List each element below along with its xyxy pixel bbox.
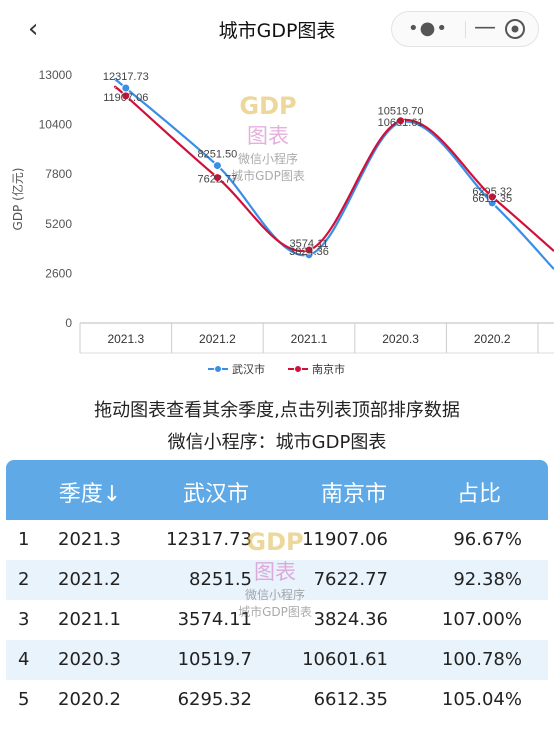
y-axis-label: GDP (亿元): [10, 168, 25, 231]
drag-hint: 拖动图表查看其余季度,点击列表顶部排序数据: [94, 400, 460, 421]
series-point-1: [212, 173, 222, 183]
close-circle-icon[interactable]: [504, 18, 526, 40]
row-ratio: 107.00%: [441, 609, 522, 630]
row-ratio: 100.78%: [441, 649, 522, 670]
legend-label: 武汉市: [232, 362, 265, 376]
series-point-1: [304, 245, 314, 255]
data-label-0: 12317.73: [103, 71, 149, 83]
row-quarter: 2021.2: [58, 569, 121, 590]
row-index: 5: [18, 689, 30, 710]
row-wuhan-value: 8251.5: [189, 569, 252, 590]
x-tick-label: 2020.3: [382, 332, 419, 346]
more-icon[interactable]: •●•: [408, 18, 448, 39]
row-ratio: 92.38%: [453, 569, 522, 590]
capsule-divider: [465, 21, 466, 38]
legend-swatch-dot: [214, 365, 222, 373]
data-label-0: 8251.50: [198, 149, 238, 161]
row-quarter: 2020.2: [58, 689, 121, 710]
x-tick-label: 2021.2: [199, 332, 236, 346]
row-quarter: 2021.1: [58, 609, 121, 630]
y-tick-label: 5200: [45, 217, 72, 231]
data-label-1: 7622.77: [198, 174, 238, 186]
row-quarter: 2021.3: [58, 529, 121, 550]
series-line-0: [113, 78, 554, 270]
row-quarter: 2020.3: [58, 649, 121, 670]
series-point-0: [121, 83, 131, 93]
row-wuhan-value: 3574.11: [177, 609, 252, 630]
table-row[interactable]: 5 2020.2 6295.32 6612.35 105.04%: [6, 680, 548, 720]
row-index: 2: [18, 569, 30, 590]
series-point-1: [487, 192, 497, 202]
table-header: 季度↓ 武汉市 南京市 占比: [6, 460, 548, 520]
nav-bar: ‹ 城市GDP图表 •●• —: [0, 0, 554, 60]
data-label-0: 10519.70: [378, 105, 424, 117]
header-quarter-sort[interactable]: 季度↓: [58, 482, 122, 507]
x-tick-label: 2021.3: [107, 332, 144, 346]
row-wuhan-value: 6295.32: [177, 689, 252, 710]
data-table: 季度↓ 武汉市 南京市 占比 1 2021.3 12317.73 11907.06 96…: [6, 460, 548, 720]
y-tick-label: 13000: [39, 68, 73, 82]
legend-label: 南京市: [312, 362, 345, 376]
series-point-0: [212, 161, 222, 171]
row-wuhan-value: 10519.7: [177, 649, 252, 670]
table-row[interactable]: 4 2020.3 10519.7 10601.61 100.78%: [6, 640, 548, 680]
x-tick-label: 2020.2: [474, 332, 511, 346]
y-tick-label: 7800: [45, 167, 72, 181]
miniprogram-capsule: •●• —: [391, 11, 539, 47]
row-nanjing-value: 6612.35: [313, 689, 388, 710]
data-label-1: 3824.36: [289, 246, 329, 258]
data-label-0: 6295.32: [472, 186, 512, 198]
row-wuhan-value: 12317.73: [166, 529, 252, 550]
data-label-1: 10601.61: [378, 117, 424, 129]
header-ratio[interactable]: 占比: [456, 482, 501, 507]
data-label-1: 11907.06: [103, 92, 148, 104]
series-point-1: [121, 91, 131, 101]
row-index: 1: [18, 529, 30, 550]
miniapp-hint: 微信小程序：城市GDP图表: [167, 432, 387, 453]
minimize-icon[interactable]: —: [474, 15, 496, 40]
row-index: 4: [18, 649, 30, 670]
x-tick-label: 2021.1: [291, 332, 328, 346]
series-point-1: [396, 116, 406, 126]
back-icon[interactable]: ‹: [28, 14, 39, 44]
gdp-chart[interactable]: 13000 10400 7800 5200 2600 0 GDP (亿元) 2021.3 202…: [0, 60, 554, 390]
chart-svg[interactable]: 13000 10400 7800 5200 2600 0 GDP (亿元) 2021.3 202…: [0, 60, 554, 390]
table-row[interactable]: 3 2021.1 3574.11 3824.36 107.00%: [6, 600, 548, 640]
page-title: 城市GDP图表: [218, 20, 336, 42]
data-label-1: 6612.35: [472, 193, 512, 205]
row-nanjing-value: 3824.36: [313, 609, 388, 630]
y-tick-label: 2600: [45, 266, 72, 280]
header-wuhan[interactable]: 武汉市: [182, 482, 249, 507]
header-nanjing[interactable]: 南京市: [320, 482, 387, 507]
row-ratio: 96.67%: [453, 529, 522, 550]
y-tick-label: 0: [65, 316, 72, 330]
row-nanjing-value: 10601.61: [302, 649, 388, 670]
table-row[interactable]: 2 2021.2 8251.5 7622.77 92.38%: [6, 560, 548, 600]
row-index: 3: [18, 609, 30, 630]
legend-swatch-dot: [294, 365, 302, 373]
row-nanjing-value: 7622.77: [313, 569, 388, 590]
row-nanjing-value: 11907.06: [302, 529, 388, 550]
table-row[interactable]: 1 2021.3 12317.73 11907.06 96.67%: [6, 520, 548, 560]
y-tick-label: 10400: [39, 118, 73, 132]
data-label-0: 3574.11: [290, 238, 329, 250]
row-ratio: 105.04%: [441, 689, 522, 710]
